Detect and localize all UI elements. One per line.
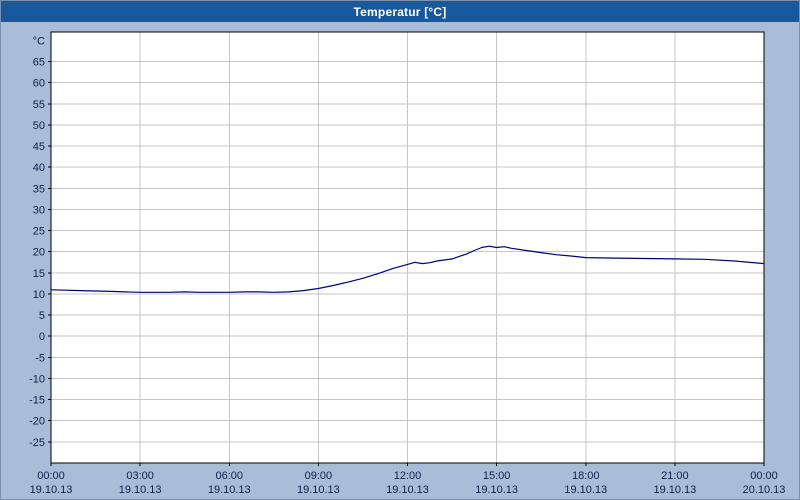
y-tick-label: 65 bbox=[33, 57, 45, 69]
temperature-series-line bbox=[50, 245, 765, 293]
y-tick-label: 45 bbox=[33, 141, 45, 153]
x-tick-time-label: 00:00 bbox=[37, 470, 65, 482]
x-tick-time-label: 15:00 bbox=[483, 470, 511, 482]
y-tick-label: -25 bbox=[29, 437, 45, 449]
y-tick-label: 10 bbox=[33, 289, 45, 301]
plot-border bbox=[50, 31, 765, 464]
window-title: Temperatur [°C] bbox=[353, 4, 447, 19]
y-tick-label: -20 bbox=[29, 416, 45, 428]
y-tick-label: -10 bbox=[29, 373, 45, 385]
x-tick-time-label: 09:00 bbox=[305, 470, 333, 482]
x-tick-date-label: 20.10.13 bbox=[743, 484, 786, 496]
x-tick-time-label: 12:00 bbox=[394, 470, 422, 482]
y-tick-label: 40 bbox=[33, 162, 45, 174]
x-tick-time-label: 00:00 bbox=[750, 470, 778, 482]
chart-svg: 65605550454035302520151050-5-10-15-20-25… bbox=[29, 31, 786, 496]
x-tick-time-label: 18:00 bbox=[572, 470, 600, 482]
temperature-chart: 65 60 55 50 45 40 35 30 25 20 15 10 5 0 -5 -10 -15 -20 -25… bbox=[1, 22, 799, 499]
y-tick-label: 25 bbox=[33, 226, 45, 238]
x-tick-date-label: 19.10.13 bbox=[386, 484, 429, 496]
window-titlebar[interactable]: Temperatur [°C] bbox=[1, 1, 799, 22]
y-tick-label: 0 bbox=[39, 331, 45, 343]
x-tick-date-label: 19.10.13 bbox=[653, 484, 696, 496]
y-tick-label: 30 bbox=[33, 204, 45, 216]
x-tick-date-label: 19.10.13 bbox=[564, 484, 607, 496]
x-tick-time-label: 03:00 bbox=[126, 470, 154, 482]
x-tick-time-label: 06:00 bbox=[215, 470, 243, 482]
y-axis-unit-label: °C bbox=[33, 36, 45, 48]
y-tick-label: 50 bbox=[33, 120, 45, 132]
y-tick-label: 15 bbox=[33, 268, 45, 280]
x-tick-date-label: 19.10.13 bbox=[119, 484, 162, 496]
x-tick-date-label: 19.10.13 bbox=[208, 484, 251, 496]
x-tick-date-label: 19.10.13 bbox=[297, 484, 340, 496]
y-tick-label: 5 bbox=[39, 310, 45, 322]
x-tick-time-label: 21:00 bbox=[661, 470, 689, 482]
y-tick-label: 35 bbox=[33, 183, 45, 195]
y-tick-label: 20 bbox=[33, 247, 45, 259]
y-tick-label: 55 bbox=[33, 99, 45, 111]
y-tick-label: -15 bbox=[29, 395, 45, 407]
y-tick-label: 60 bbox=[33, 78, 45, 90]
x-tick-date-label: 19.10.13 bbox=[30, 484, 73, 496]
x-tick-date-label: 19.10.13 bbox=[475, 484, 518, 496]
y-tick-label: -5 bbox=[35, 352, 45, 364]
